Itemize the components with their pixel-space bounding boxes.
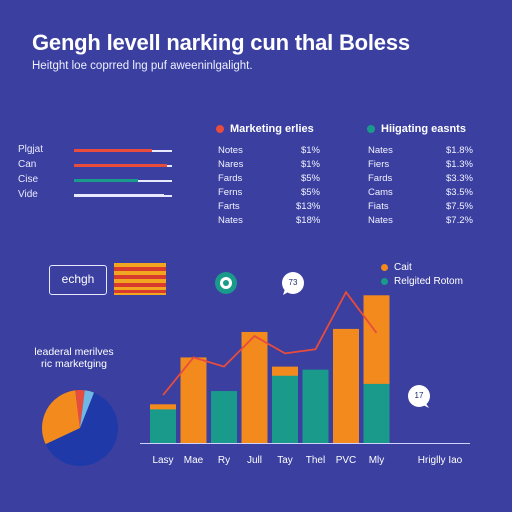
table-cell-name: Cams	[368, 187, 393, 198]
pie-slice	[45, 392, 118, 466]
progress-fill	[74, 179, 138, 182]
table-cell-name: Fards	[368, 173, 393, 184]
table-cell-value: $3.5%	[446, 187, 473, 198]
bar-teal	[363, 383, 390, 443]
progress-row: Vide	[18, 189, 178, 204]
table-row: Notes $1%	[218, 144, 320, 158]
progress-fill	[74, 149, 153, 152]
x-tick-label: Lasy	[152, 455, 174, 466]
legend-dot-orange	[381, 263, 388, 271]
legend-dot-teal-2	[381, 277, 388, 285]
table-cell-name: Nares	[218, 159, 244, 170]
table-row: Ferns $5%	[218, 186, 320, 200]
x-tick-label: Ry	[217, 455, 231, 466]
table-cell-value: $1%	[300, 145, 320, 156]
page-title: Gengh levell narking cun thal Boless	[32, 30, 410, 55]
progress-label: Can	[18, 159, 37, 170]
globe-icon	[215, 272, 237, 294]
pie-slice	[75, 390, 85, 428]
chat-bubble-icon: 73	[281, 271, 305, 295]
bar-orange	[241, 331, 268, 443]
pie-title: leaderal merilves ric marketging	[34, 346, 114, 370]
table-cell-name: Nates	[368, 145, 393, 156]
bubble-value-b: 17	[414, 391, 424, 400]
bar-orange	[333, 328, 359, 443]
bar-teal	[302, 369, 329, 443]
pie-slice	[80, 390, 94, 428]
table-cell-value: $5%	[300, 187, 320, 198]
x-tick-label: Tay	[277, 455, 293, 466]
table-cell-value: $5%	[300, 173, 320, 184]
table-cell-name: Nates	[218, 215, 243, 226]
table-row: Nates $7.2%	[368, 214, 473, 228]
progress-fill	[74, 194, 165, 197]
x-tick-label: Mae	[183, 455, 204, 466]
progress-list: Plgjat Can Cise Vide	[18, 144, 178, 214]
bar-teal	[211, 391, 237, 443]
bubble-value-a: 73	[288, 278, 298, 287]
table-cell-value: $13%	[296, 201, 321, 212]
table-cell-name: Fiats	[368, 201, 389, 212]
bar-chart	[140, 290, 470, 444]
table-row: Farts $13%	[218, 200, 320, 214]
table-cell-value: $18%	[296, 215, 321, 226]
pie-chart	[42, 390, 118, 466]
bar-teal	[150, 409, 176, 443]
table-cell-name: Nates	[368, 215, 393, 226]
x-axis-labels: Lasy Mae Ry Jull Tay Thel PVC Mly	[0, 455, 512, 471]
legend-related: Relgited Rotom	[381, 276, 463, 287]
table-row: Fiats $7.5%	[368, 200, 473, 214]
x-tick-label: Jull	[246, 455, 262, 466]
legend-dot-teal	[367, 125, 375, 134]
legend-cait: Cait	[381, 262, 412, 273]
progress-row: Cise	[18, 174, 178, 189]
table-row: Nares $1%	[218, 158, 320, 172]
table-cell-value: $1.3%	[446, 159, 473, 170]
table-cell-value: $1.8%	[446, 145, 473, 156]
table-row: Nates $18%	[218, 214, 320, 228]
x-tick-label: PVC	[335, 455, 357, 466]
table-cell-name: Notes	[218, 145, 243, 156]
progress-label: Vide	[18, 189, 38, 200]
table-cell-value: $1%	[300, 159, 320, 170]
trend-line	[162, 290, 378, 396]
x-tick-label: Mly	[368, 455, 385, 466]
legend-highlights: Hiigating easnts	[367, 123, 466, 135]
table-cell-name: Fards	[218, 173, 243, 184]
table-row: Fards $5%	[218, 172, 320, 186]
progress-row: Can	[18, 159, 178, 174]
pie-slice	[42, 390, 80, 445]
table-cell-value: $7.5%	[446, 201, 473, 212]
table-cell-name: Farts	[218, 201, 240, 212]
legend-dot-red	[216, 125, 224, 134]
table-row: Nates $1.8%	[368, 144, 473, 158]
badge-box: echgh	[49, 265, 107, 295]
progress-label: Cise	[18, 174, 39, 185]
table-cell-value: $3.3%	[446, 173, 473, 184]
table-row: Fiers $1.3%	[368, 158, 473, 172]
progress-row: Plgjat	[18, 144, 178, 159]
chat-bubble-icon-2: 17	[407, 384, 431, 408]
table-cell-name: Fiers	[368, 159, 390, 170]
progress-label: Plgjat	[18, 144, 44, 155]
table-row: Fards $3.3%	[368, 172, 473, 186]
flag-icon	[114, 263, 166, 295]
table-cell-name: Ferns	[218, 187, 243, 198]
x-extra-label: Hriglly Iao	[417, 455, 463, 466]
legend-marketing: Marketing erlies	[216, 123, 314, 135]
table-left: Notes $1% Nares $1% Fards $5% Ferns $5% Farts $13…	[218, 144, 320, 228]
page-subtitle: Heitght loe coprred lng puf aweeninlgali…	[32, 60, 253, 72]
table-row: Cams $3.5%	[368, 186, 473, 200]
bar-teal	[272, 375, 298, 443]
bar-orange	[180, 357, 207, 443]
x-tick-label: Thel	[305, 455, 326, 466]
progress-fill	[74, 164, 168, 167]
table-right: Nates $1.8% Fiers $1.3% Fards $3.3% Cams $3.5% F…	[368, 144, 473, 228]
table-cell-value: $7.2%	[446, 215, 473, 226]
